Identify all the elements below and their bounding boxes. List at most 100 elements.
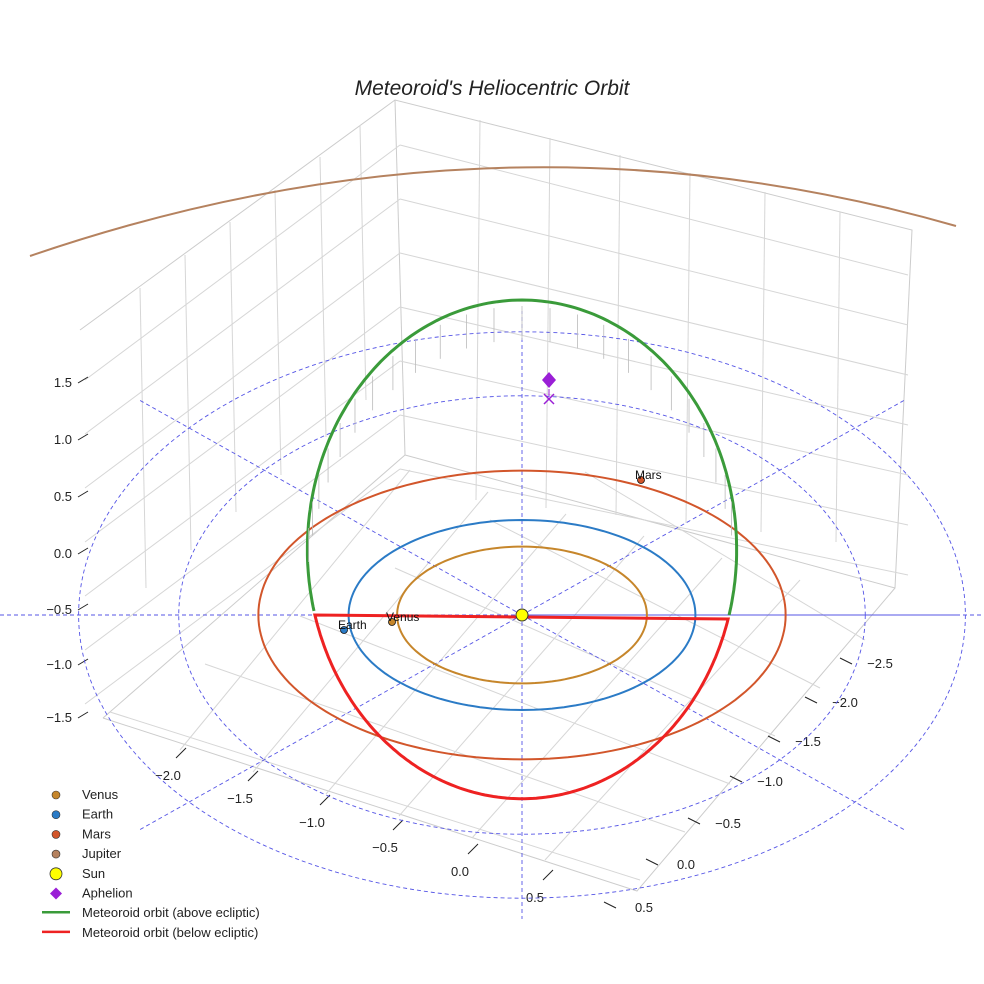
grid-line bbox=[359, 124, 367, 401]
orbit-jupiter bbox=[29, 166, 957, 257]
marker-mars bbox=[637, 476, 645, 484]
legend-swatch bbox=[49, 867, 63, 881]
y-tick-label: −1.0 bbox=[757, 774, 783, 789]
legend-label: Jupiter bbox=[82, 846, 122, 861]
x-tick-label: −2.0 bbox=[155, 768, 181, 783]
y-tick-label: −0.5 bbox=[715, 816, 741, 831]
grid-line bbox=[84, 414, 401, 651]
x-tick-mark bbox=[319, 794, 331, 806]
legend-label: Sun bbox=[82, 866, 105, 881]
z-tick-mark bbox=[77, 547, 89, 555]
grid-line bbox=[84, 468, 401, 705]
y-tick-mark bbox=[645, 858, 659, 866]
ecliptic-spoke bbox=[139, 399, 523, 616]
grid-line bbox=[545, 137, 551, 509]
z-tick-label: −0.5 bbox=[46, 602, 72, 617]
x-tick-label: −1.5 bbox=[227, 791, 253, 806]
legend-label: Mars bbox=[82, 826, 111, 841]
grid-line bbox=[84, 144, 401, 381]
grid-line bbox=[615, 154, 621, 516]
legend-label: Meteoroid orbit (above ecliptic) bbox=[82, 905, 260, 920]
orbits bbox=[29, 166, 957, 801]
marker-sun bbox=[515, 608, 529, 622]
grid-line bbox=[475, 119, 481, 501]
y-tick-label: −2.5 bbox=[867, 656, 893, 671]
grid-line bbox=[184, 254, 192, 551]
x-tick-mark bbox=[467, 843, 479, 855]
legend-label: Aphelion bbox=[82, 886, 133, 901]
legend-swatch bbox=[50, 887, 62, 900]
z-tick-mark bbox=[77, 658, 89, 666]
grid-line bbox=[399, 360, 909, 476]
z-tick-label: 1.0 bbox=[54, 432, 72, 447]
y-tick-mark bbox=[729, 775, 743, 783]
y-tick-mark bbox=[687, 817, 701, 825]
grid-line bbox=[584, 471, 866, 641]
y-tick-mark bbox=[767, 735, 781, 743]
grid-line bbox=[84, 252, 401, 489]
grid-lines bbox=[84, 119, 909, 881]
label-venus: Venus bbox=[386, 610, 419, 624]
legend-swatch bbox=[51, 790, 61, 800]
grid-line bbox=[685, 172, 691, 524]
y-tick-label: −1.5 bbox=[795, 734, 821, 749]
ecliptic-spoke bbox=[521, 614, 905, 831]
grid-line bbox=[835, 211, 841, 543]
grid-line bbox=[399, 198, 909, 326]
marker-earth bbox=[340, 626, 348, 634]
x-tick-mark bbox=[175, 747, 187, 759]
grid-line bbox=[399, 468, 909, 576]
grid-line bbox=[299, 615, 731, 785]
axis-ticks: 1.5 1.0 0.5 0.0 −0.5 −1.0 −1.5 −2.0 −1.5 −1.0 −0.5… bbox=[46, 375, 893, 915]
ecliptic-grid bbox=[0, 311, 984, 919]
z-tick-label: 0.0 bbox=[54, 546, 72, 561]
x-tick-mark bbox=[392, 819, 404, 831]
axis-panes bbox=[79, 99, 913, 892]
orbit-mars bbox=[257, 469, 787, 761]
label-mars: Mars bbox=[635, 468, 662, 482]
x-tick-label: 0.0 bbox=[451, 864, 469, 879]
chart-title: Meteoroid's Heliocentric Orbit bbox=[355, 77, 631, 100]
meteoroid-orbit-above bbox=[305, 298, 739, 616]
y-tick-mark bbox=[839, 657, 853, 665]
grid-line bbox=[394, 567, 776, 737]
legend-label: Earth bbox=[82, 807, 113, 822]
markers: Venus Earth Mars bbox=[338, 372, 662, 634]
grid-line bbox=[319, 156, 327, 438]
ecliptic-spoke bbox=[139, 614, 523, 831]
grid-line bbox=[399, 414, 909, 526]
y-tick-label: 0.5 bbox=[635, 900, 653, 915]
grid-line bbox=[399, 252, 909, 376]
y-tick-label: 0.0 bbox=[677, 857, 695, 872]
grid-line bbox=[252, 491, 489, 773]
grid-line bbox=[471, 557, 723, 839]
marker-aphelion bbox=[542, 372, 556, 388]
z-tick-label: 0.5 bbox=[54, 489, 72, 504]
legend-swatch bbox=[51, 810, 61, 820]
legend: Venus Earth Mars Jupiter Sun Aphelion Meteoroi… bbox=[42, 787, 260, 940]
z-tick-mark bbox=[77, 711, 89, 719]
meteoroid-orbit-below bbox=[312, 613, 731, 801]
grid-line bbox=[84, 198, 401, 435]
y-tick-label: −2.0 bbox=[832, 695, 858, 710]
x-tick-label: −1.0 bbox=[299, 815, 325, 830]
label-earth: Earth bbox=[338, 618, 367, 632]
z-tick-mark bbox=[77, 490, 89, 498]
z-tick-label: −1.5 bbox=[46, 710, 72, 725]
grid-line bbox=[325, 513, 567, 795]
grid-line bbox=[398, 535, 645, 817]
legend-swatch bbox=[51, 849, 61, 859]
grid-line bbox=[544, 579, 801, 861]
grid-line bbox=[229, 221, 237, 513]
z-tick-label: 1.5 bbox=[54, 375, 72, 390]
z-tick-label: −1.0 bbox=[46, 657, 72, 672]
x-tick-mark bbox=[542, 869, 554, 881]
aphelion-projection bbox=[543, 393, 555, 405]
grid-line bbox=[399, 144, 909, 276]
grid-line bbox=[204, 663, 686, 833]
x-tick-mark bbox=[247, 770, 259, 782]
z-tick-mark bbox=[77, 433, 89, 441]
legend-label: Meteoroid orbit (below ecliptic) bbox=[82, 925, 258, 940]
